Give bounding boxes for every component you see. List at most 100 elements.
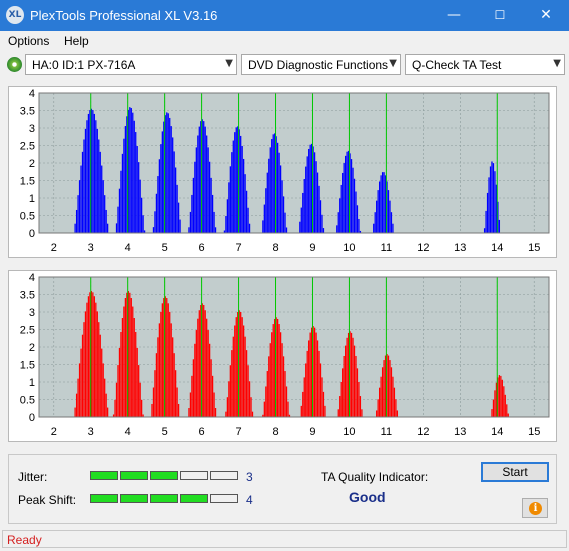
function-select[interactable]: DVD Diagnostic Functions ▼ bbox=[241, 54, 401, 75]
pit-chart-bar bbox=[305, 363, 307, 417]
land-chart-bar bbox=[488, 177, 490, 233]
pit-chart-bar bbox=[288, 414, 291, 417]
land-chart-bar bbox=[266, 172, 268, 233]
land-chart-bar bbox=[107, 223, 109, 233]
pit-chart-x-tick: 8 bbox=[272, 426, 278, 438]
land-chart-bar bbox=[318, 185, 320, 233]
land-chart-bar bbox=[204, 126, 206, 233]
land-chart-bar bbox=[169, 117, 171, 233]
land-chart-bar bbox=[312, 146, 314, 233]
land-chart-bar bbox=[343, 163, 345, 233]
land-chart-bar bbox=[265, 188, 267, 233]
land-chart-bar bbox=[201, 119, 203, 233]
test-select[interactable]: Q-Check TA Test ▼ bbox=[405, 54, 565, 75]
land-chart-bar bbox=[197, 135, 199, 233]
pit-chart-y-tick: 3 bbox=[29, 307, 35, 319]
land-chart-bar bbox=[380, 175, 382, 233]
pit-chart-bar bbox=[120, 331, 122, 417]
pit-chart-x-tick: 4 bbox=[125, 426, 131, 438]
minimize-button[interactable]: — bbox=[447, 7, 461, 23]
land-chart-bar bbox=[275, 136, 277, 233]
close-button[interactable]: ✕ bbox=[540, 7, 552, 23]
land-chart-bar bbox=[315, 161, 317, 233]
pit-chart-bar bbox=[169, 311, 171, 417]
pit-chart-bar bbox=[386, 354, 388, 417]
pit-chart-bar bbox=[139, 382, 141, 417]
land-chart-bar bbox=[200, 121, 202, 233]
info-button[interactable]: i bbox=[522, 498, 548, 518]
pit-chart-bar bbox=[154, 370, 156, 417]
ta-quality-label: TA Quality Indicator: bbox=[321, 470, 429, 484]
maximize-button[interactable]: ☐ bbox=[494, 8, 506, 22]
pit-chart-bar bbox=[376, 410, 378, 417]
land-chart-bar bbox=[101, 165, 103, 233]
app-logo-icon: XL bbox=[6, 6, 24, 24]
land-chart-bar bbox=[281, 180, 283, 233]
pit-chart-bar bbox=[311, 327, 313, 417]
pit-chart-bar bbox=[396, 410, 399, 417]
pit-chart-bar bbox=[353, 345, 356, 417]
land-chart-bar bbox=[492, 163, 495, 233]
pit-chart-bar bbox=[387, 355, 390, 417]
pit-chart-bar bbox=[287, 401, 289, 417]
land-chart-bar bbox=[285, 227, 288, 233]
pit-chart-bar bbox=[277, 318, 279, 417]
pit-chart-bar bbox=[395, 399, 397, 417]
pit-chart-bar bbox=[243, 325, 245, 417]
land-chart-bar bbox=[96, 128, 98, 233]
land-chart-bar bbox=[392, 223, 394, 233]
land-chart-bar bbox=[167, 113, 169, 233]
drive-select-value: HA:0 ID:1 PX-716A bbox=[32, 58, 136, 72]
land-chart-bar bbox=[179, 219, 181, 233]
land-chart-bar bbox=[389, 200, 391, 233]
menu-options[interactable]: Options bbox=[8, 34, 50, 48]
pit-chart-bar bbox=[177, 403, 180, 417]
land-chart-bar bbox=[74, 223, 76, 233]
pit-chart-x-tick: 5 bbox=[162, 426, 168, 438]
land-chart-bar bbox=[387, 190, 390, 233]
land-chart-x-tick: 2 bbox=[51, 242, 57, 254]
pit-chart-bar bbox=[495, 382, 498, 417]
pit-chart-y-tick: 0 bbox=[29, 412, 35, 424]
pit-chart-bar bbox=[130, 298, 132, 417]
drive-select[interactable]: HA:0 ID:1 PX-716A ▼ bbox=[25, 54, 237, 75]
land-chart-bar bbox=[226, 199, 229, 233]
land-chart-bar bbox=[98, 139, 100, 233]
land-chart-bar bbox=[340, 184, 342, 233]
land-chart-bar bbox=[135, 132, 137, 233]
pit-chart-bar bbox=[359, 396, 362, 417]
menu-help[interactable]: Help bbox=[64, 34, 89, 48]
land-chart-bar bbox=[211, 194, 214, 233]
land-chart-bar bbox=[121, 153, 124, 233]
land-chart-bar bbox=[234, 132, 236, 233]
pit-chart-bar bbox=[312, 326, 314, 417]
pit-chart-bar bbox=[200, 305, 202, 417]
pit-chart-bar bbox=[78, 363, 81, 417]
pit-chart-bar bbox=[203, 305, 205, 417]
pit-chart-bar bbox=[195, 330, 197, 417]
land-chart-x-tick: 8 bbox=[272, 242, 278, 254]
pit-chart-x-tick: 11 bbox=[381, 426, 392, 438]
pit-chart-bar bbox=[74, 407, 76, 417]
land-chart-bar bbox=[337, 212, 339, 233]
start-button[interactable]: Start bbox=[481, 462, 549, 482]
land-chart-bar bbox=[489, 166, 492, 233]
pit-chart-bar bbox=[245, 350, 248, 417]
land-chart-bar bbox=[132, 112, 134, 233]
land-chart-bar bbox=[274, 133, 276, 233]
pit-chart-y-tick: 0.5 bbox=[20, 395, 35, 407]
pit-chart-x-tick: 13 bbox=[454, 426, 466, 438]
pit-chart-bar bbox=[506, 404, 508, 417]
peak-shift-meter-segment bbox=[150, 494, 178, 503]
land-chart-bar bbox=[309, 144, 311, 233]
land-chart-bar bbox=[350, 159, 353, 233]
pit-chart-bar bbox=[340, 382, 342, 417]
info-icon: i bbox=[529, 502, 542, 515]
land-chart-bar bbox=[206, 135, 208, 233]
land-chart-bar bbox=[358, 218, 360, 233]
pit-chart-bar bbox=[213, 392, 215, 417]
pit-chart-bar bbox=[201, 303, 203, 417]
pit-chart-bar bbox=[101, 348, 103, 417]
land-chart-plot-border bbox=[38, 92, 550, 234]
land-chart-bar bbox=[379, 181, 381, 233]
